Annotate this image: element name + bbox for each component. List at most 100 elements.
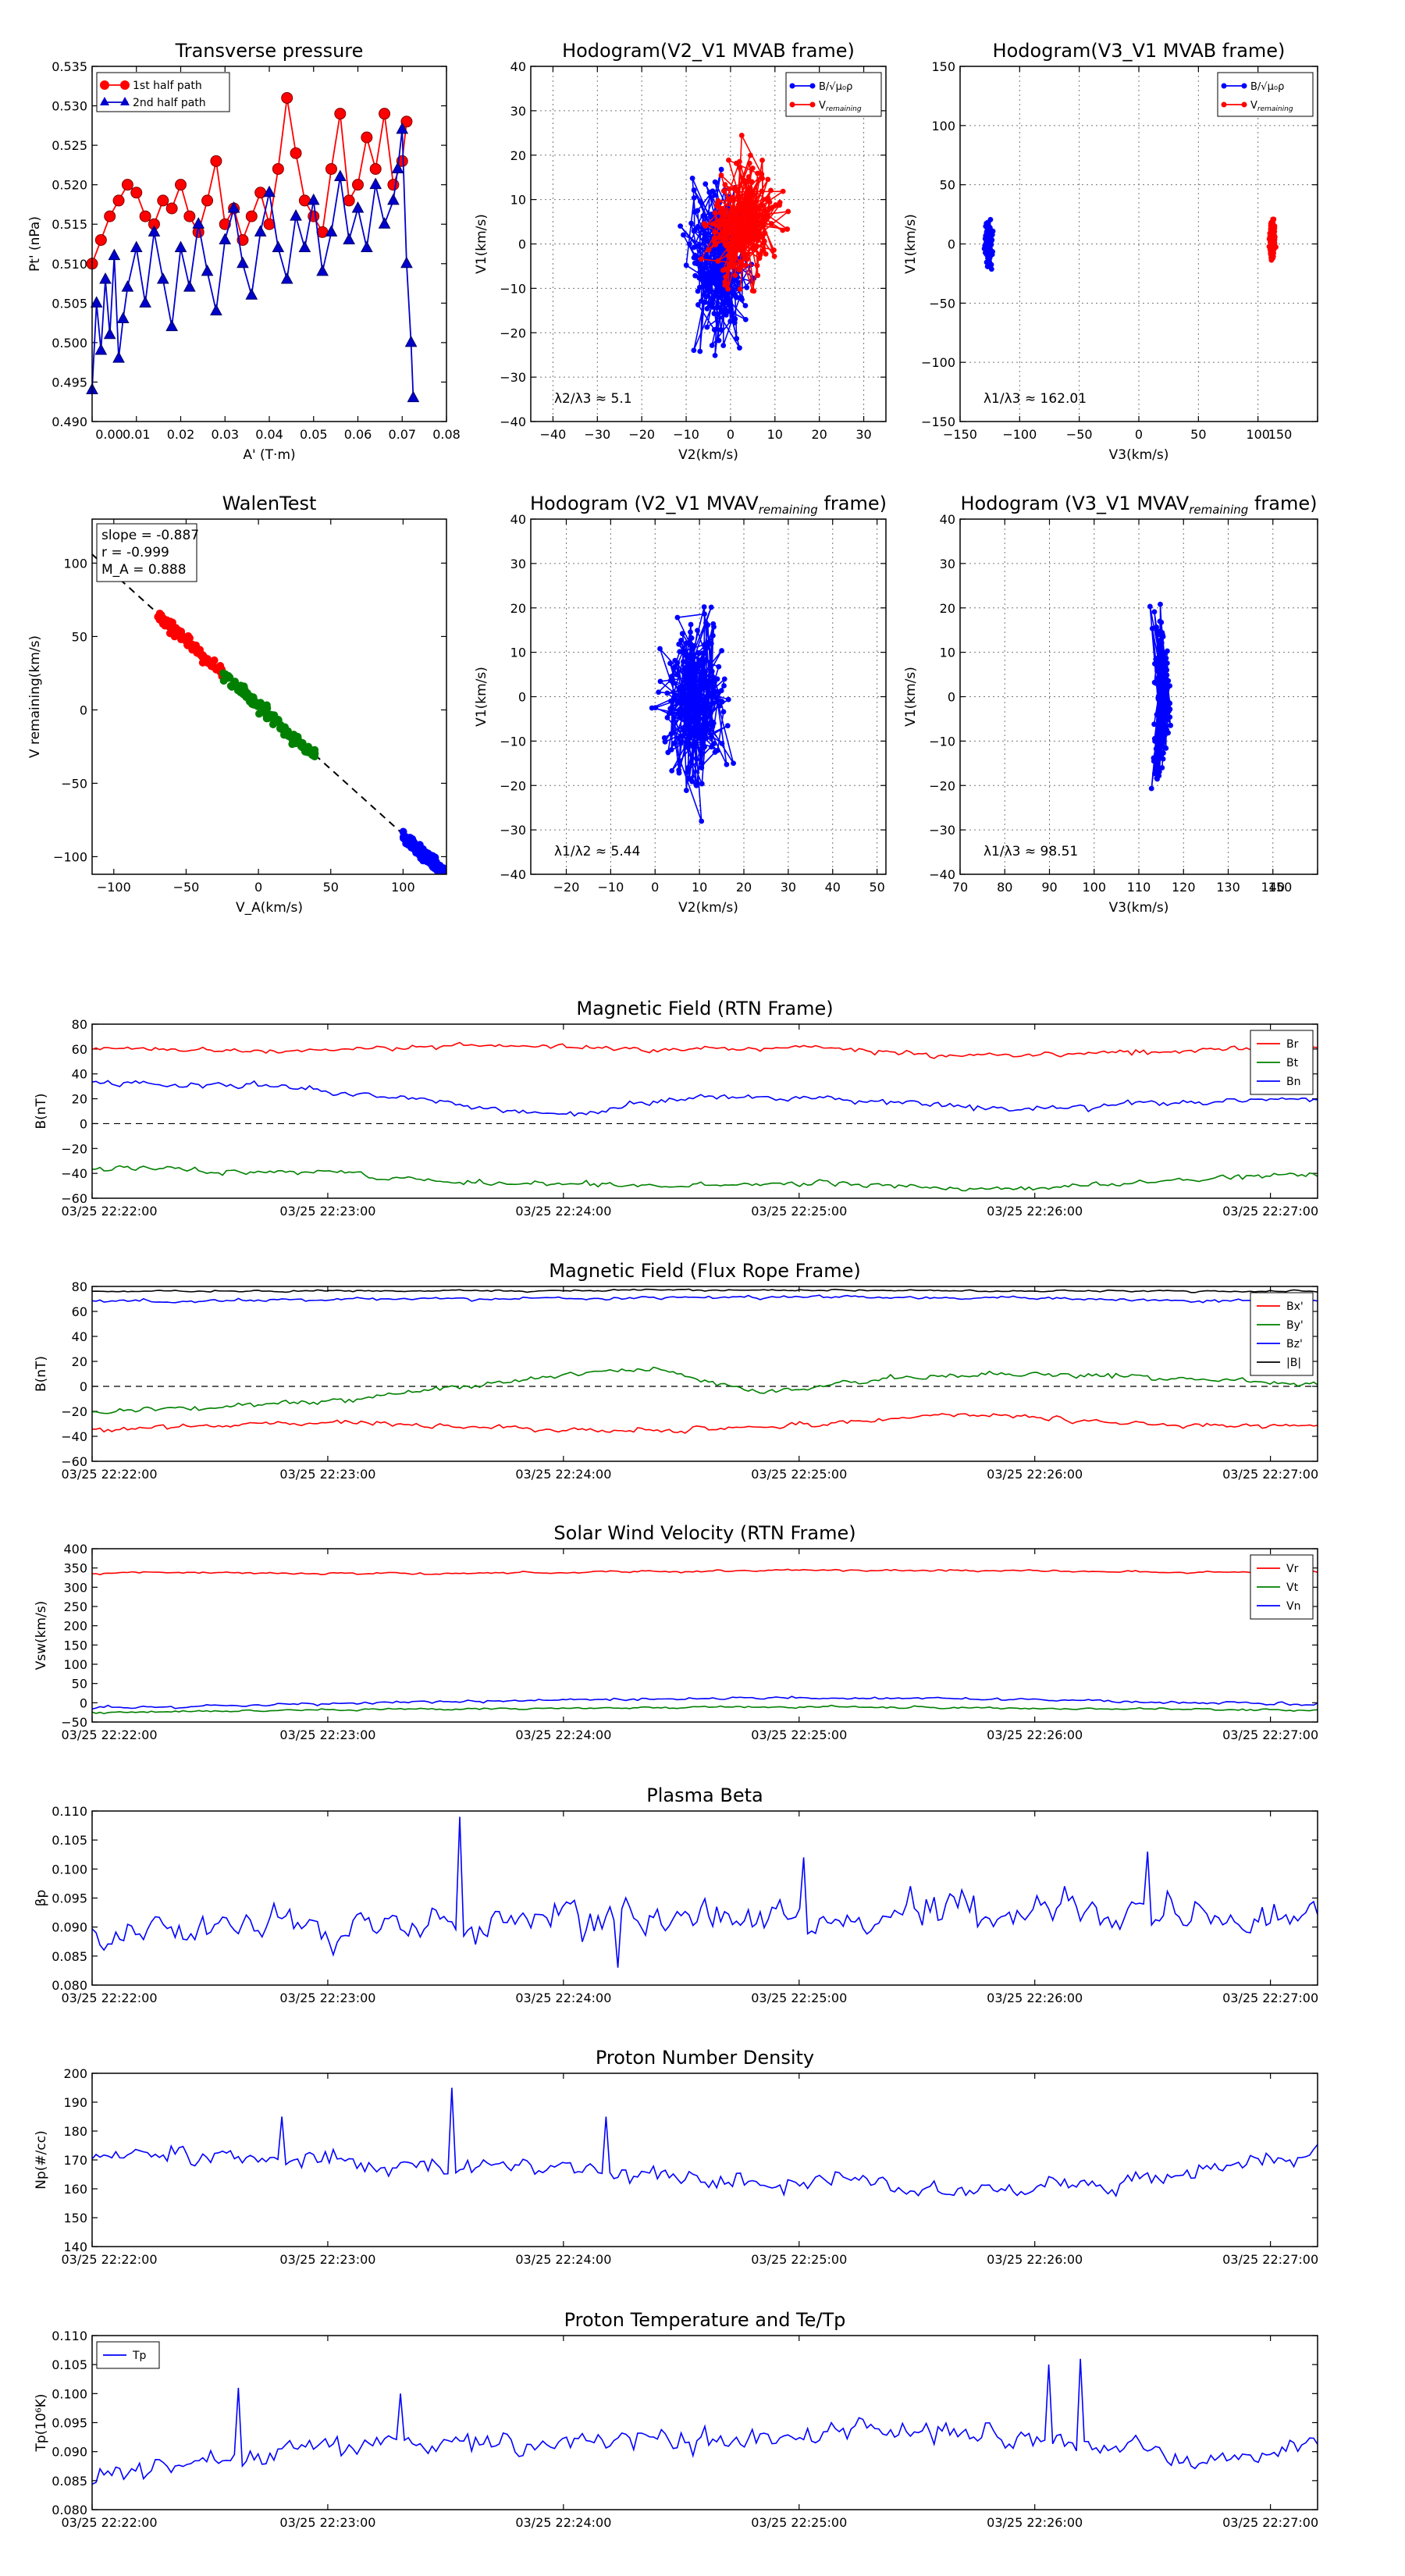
data-point bbox=[699, 760, 705, 767]
x-tick-label: −50 bbox=[1066, 427, 1093, 442]
data-point bbox=[429, 852, 437, 860]
eigenvalue-ratio: λ1/λ3 ≈ 162.01 bbox=[984, 391, 1087, 407]
data-point bbox=[718, 327, 724, 333]
data-point bbox=[165, 202, 178, 215]
data-point bbox=[161, 621, 169, 630]
fit-stat-line: r = -0.999 bbox=[101, 545, 169, 560]
plot-area bbox=[678, 133, 791, 358]
data-point bbox=[717, 703, 723, 709]
data-point bbox=[429, 862, 437, 870]
x-tick-label: 100 bbox=[1246, 427, 1270, 442]
legend-box bbox=[1217, 72, 1314, 117]
data-point bbox=[1158, 754, 1164, 760]
data-point bbox=[220, 675, 229, 684]
data-point bbox=[104, 210, 116, 222]
legend-marker bbox=[809, 83, 816, 89]
data-point bbox=[1268, 235, 1275, 241]
data-point bbox=[769, 205, 775, 211]
plot-frame bbox=[91, 66, 447, 422]
data-point bbox=[1161, 669, 1168, 675]
data-point bbox=[671, 714, 678, 720]
data-point bbox=[771, 247, 777, 253]
legend: Tp bbox=[96, 2341, 160, 2369]
data-point bbox=[686, 652, 692, 658]
y-tick-label: 40 bbox=[940, 512, 955, 527]
plot-area bbox=[92, 1041, 1318, 1192]
data-point bbox=[707, 281, 713, 286]
data-point bbox=[716, 337, 722, 343]
data-point bbox=[691, 671, 697, 678]
x-tick-label: −100 bbox=[97, 880, 131, 895]
data-point bbox=[307, 193, 320, 205]
data-point bbox=[664, 690, 670, 696]
data-point bbox=[112, 351, 125, 363]
legend-label: B/√μ₀ρ bbox=[819, 81, 852, 93]
data-point bbox=[691, 195, 697, 201]
data-point bbox=[726, 261, 732, 267]
data-point bbox=[688, 220, 694, 226]
x-tick-label: 100 bbox=[391, 880, 415, 895]
data-point bbox=[1154, 624, 1160, 630]
data-point bbox=[710, 188, 716, 194]
data-point bbox=[1165, 699, 1171, 704]
legend-label: Bx' bbox=[1286, 1300, 1304, 1313]
data-point bbox=[661, 735, 667, 741]
data-point bbox=[712, 179, 718, 185]
data-point bbox=[761, 239, 767, 244]
x-tick-label: 140 bbox=[1261, 880, 1285, 895]
data-point bbox=[722, 279, 728, 285]
x-tick-label: −40 bbox=[540, 427, 567, 442]
x-tick-label: 03/25 22:26:00 bbox=[987, 1204, 1083, 1219]
data-point bbox=[678, 223, 683, 229]
data-point bbox=[699, 765, 705, 770]
y-tick-label: 0.520 bbox=[52, 178, 87, 193]
x-tick-label: 03/25 22:26:00 bbox=[987, 2515, 1083, 2530]
y-tick-label: 200 bbox=[63, 1619, 87, 1634]
y-axis-label: Vsw(km/s) bbox=[34, 1601, 49, 1670]
data-point bbox=[714, 676, 720, 682]
data-point bbox=[753, 199, 759, 205]
legend-label: Vt bbox=[1286, 1582, 1299, 1594]
data-point bbox=[683, 262, 689, 269]
x-axis-label: V_A(km/s) bbox=[236, 900, 303, 916]
data-point bbox=[677, 706, 683, 712]
legend-box bbox=[1250, 1292, 1314, 1376]
x-tick-label: 100 bbox=[1082, 880, 1106, 895]
fit-stats-box bbox=[96, 523, 197, 582]
data-point bbox=[689, 175, 695, 181]
data-point bbox=[175, 179, 187, 191]
data-point bbox=[780, 188, 786, 194]
data-point bbox=[1158, 720, 1164, 725]
y-tick-label: −20 bbox=[61, 1141, 87, 1156]
x-tick-label: 0.01 bbox=[123, 427, 151, 442]
data-point bbox=[716, 664, 722, 670]
data-point bbox=[715, 197, 721, 204]
data-point bbox=[751, 192, 756, 198]
data-point bbox=[767, 199, 773, 205]
data-point bbox=[688, 621, 694, 628]
data-point bbox=[719, 222, 725, 228]
data-point bbox=[711, 700, 717, 706]
y-tick-label: 0.515 bbox=[52, 217, 87, 232]
y-tick-label: 0.080 bbox=[52, 2503, 87, 2517]
data-point bbox=[744, 256, 750, 262]
data-point bbox=[709, 734, 715, 740]
data-point bbox=[691, 347, 697, 354]
data-point bbox=[676, 685, 682, 691]
data-point bbox=[720, 218, 726, 224]
data-point bbox=[689, 715, 695, 721]
y-axis-label: Pt' (nPa) bbox=[27, 216, 43, 272]
x-tick-label: 03/25 22:25:00 bbox=[751, 1467, 847, 1482]
data-point bbox=[668, 731, 674, 737]
beta-axes: 03/25 22:22:00 03/25 22:23:00 03/25 22:24:… bbox=[52, 1804, 1318, 2005]
data-point bbox=[1160, 689, 1166, 696]
data-point bbox=[741, 210, 747, 216]
series-line bbox=[92, 1165, 1318, 1192]
data-point bbox=[696, 662, 702, 667]
data-point bbox=[684, 701, 690, 707]
data-point bbox=[200, 653, 208, 661]
legend-label: 2nd half path bbox=[133, 97, 206, 109]
y-tick-label: 200 bbox=[63, 2066, 87, 2081]
data-point bbox=[700, 213, 706, 219]
legend-box bbox=[785, 72, 882, 117]
